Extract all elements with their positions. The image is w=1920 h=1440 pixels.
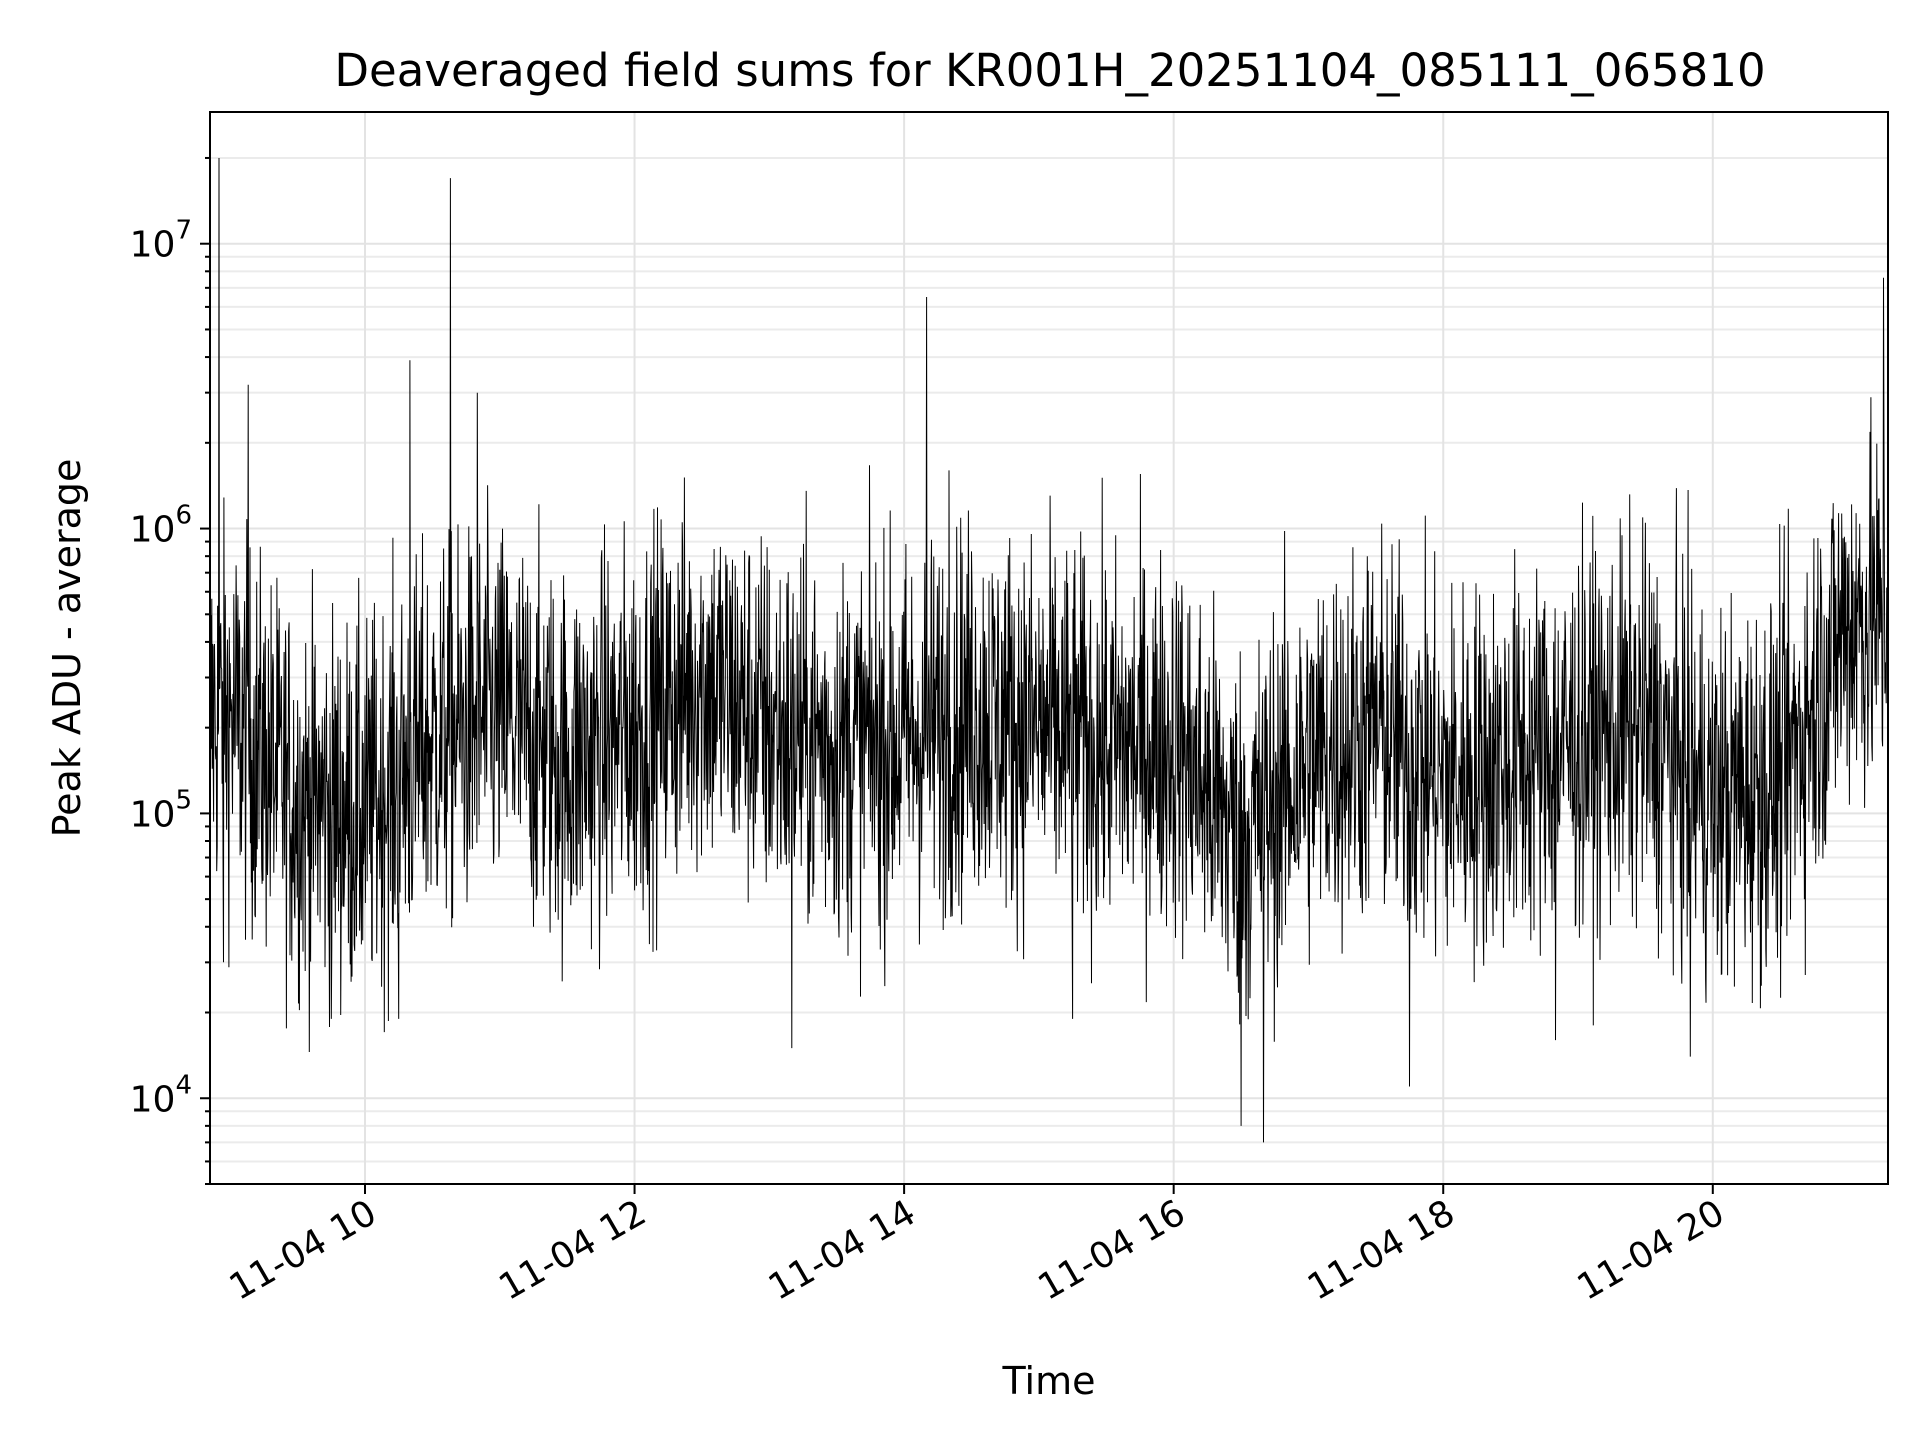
grid-minor bbox=[210, 156, 1888, 1185]
y-tick-label: 104 bbox=[130, 1070, 192, 1120]
y-axis-ticks: 104 105 106 107 bbox=[130, 156, 210, 1185]
chart-title: Deaveraged field sums for KR001H_2025110… bbox=[334, 44, 1765, 97]
x-axis-label: Time bbox=[1002, 1359, 1096, 1403]
y-tick-label: 107 bbox=[130, 216, 192, 266]
series-layer bbox=[209, 157, 1889, 1143]
y-tick-label: 106 bbox=[130, 501, 192, 551]
plot-frame bbox=[209, 111, 1889, 1185]
y-axis-label: Peak ADU - average bbox=[45, 459, 89, 838]
series-line bbox=[209, 157, 1889, 1143]
y-tick-label: 105 bbox=[130, 785, 192, 835]
